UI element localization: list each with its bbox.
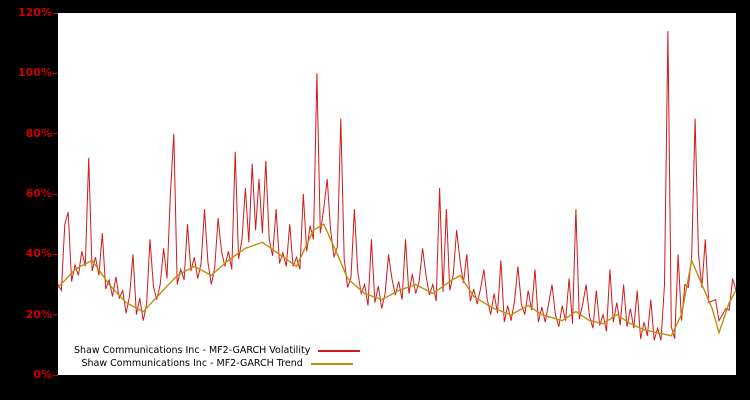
y-tick-label: 100% xyxy=(18,66,52,80)
legend-item-trend: Shaw Communications Inc - MF2-GARCH Tren… xyxy=(82,358,353,369)
legend-item-volatility: Shaw Communications Inc - MF2-GARCH Vola… xyxy=(74,345,361,356)
y-tick-label: 0% xyxy=(33,368,52,381)
legend-line-sample-volatility xyxy=(318,349,361,352)
y-tick-mark xyxy=(53,12,58,14)
y-tick-mark xyxy=(53,374,58,376)
y-tick-label: 80% xyxy=(25,126,52,140)
y-tick-label: 40% xyxy=(25,247,52,261)
legend-line-sample-trend xyxy=(310,362,353,365)
y-tick-mark xyxy=(53,133,58,135)
chart-canvas xyxy=(58,31,736,341)
legend: Shaw Communications Inc - MF2-GARCH Vola… xyxy=(64,342,371,372)
y-tick-label: 120% xyxy=(18,6,52,19)
plot-area: Shaw Communications Inc - MF2-GARCH Vola… xyxy=(58,13,736,375)
y-tick-label: 60% xyxy=(25,187,52,200)
y-tick-mark xyxy=(53,253,58,255)
y-tick-mark xyxy=(53,72,58,74)
y-tick-label: 20% xyxy=(25,307,52,321)
y-tick-mark xyxy=(53,193,58,195)
legend-label-trend: Shaw Communications Inc - MF2-GARCH Tren… xyxy=(81,358,303,369)
legend-label-volatility: Shaw Communications Inc - MF2-GARCH Vola… xyxy=(74,345,311,356)
y-tick-mark xyxy=(53,314,58,316)
